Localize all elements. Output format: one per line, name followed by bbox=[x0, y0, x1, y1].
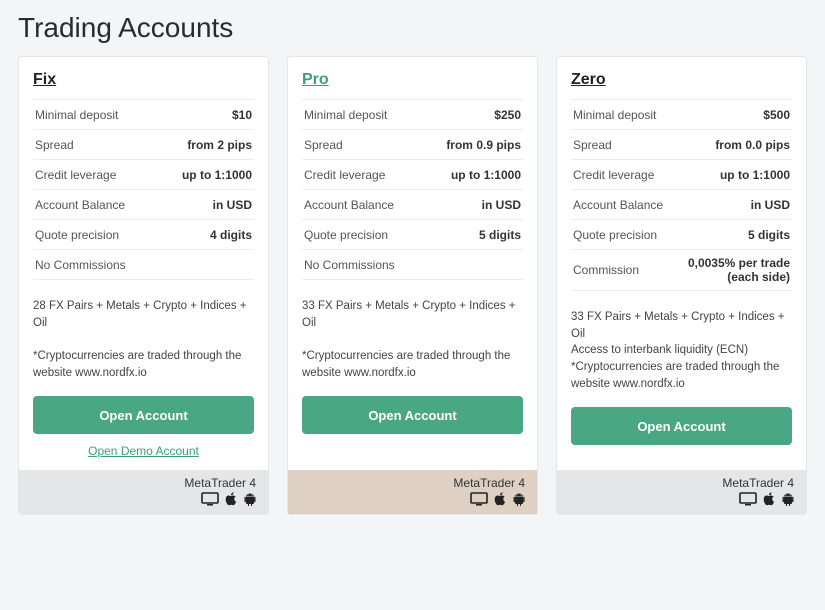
open-account-button[interactable]: Open Account bbox=[302, 396, 523, 434]
spec-label: Spread bbox=[35, 138, 74, 152]
spec-label: Minimal deposit bbox=[573, 108, 656, 122]
spec-row: Quote precision 5 digits bbox=[302, 220, 523, 250]
spec-label: Credit leverage bbox=[573, 168, 654, 182]
spec-row: Spread from 0.9 pips bbox=[302, 130, 523, 160]
desktop-icon bbox=[739, 492, 757, 506]
spec-value: $10 bbox=[232, 108, 252, 122]
spec-value: in USD bbox=[213, 198, 252, 212]
platform-icons bbox=[300, 492, 525, 506]
desktop-icon bbox=[201, 492, 219, 506]
spec-label: Quote precision bbox=[573, 228, 657, 242]
account-card-pro: Pro Minimal deposit $250 Spread from 0.9… bbox=[287, 56, 538, 515]
android-icon bbox=[782, 492, 794, 506]
spec-value: from 0.9 pips bbox=[446, 138, 521, 152]
spec-row: Minimal deposit $250 bbox=[302, 100, 523, 130]
spec-label: Minimal deposit bbox=[35, 108, 118, 122]
spec-row: No Commissions bbox=[302, 250, 523, 280]
spec-row: Credit leverage up to 1:1000 bbox=[302, 160, 523, 190]
card-footer: MetaTrader 4 bbox=[19, 470, 268, 514]
spec-row: Account Balance in USD bbox=[302, 190, 523, 220]
spec-label: No Commissions bbox=[304, 258, 395, 272]
spec-label: Account Balance bbox=[573, 198, 663, 212]
account-desc: 28 FX Pairs + Metals + Crypto + Indices … bbox=[33, 298, 254, 388]
spec-row: Quote precision 4 digits bbox=[33, 220, 254, 250]
apple-icon bbox=[225, 492, 238, 506]
account-desc: 33 FX Pairs + Metals + Crypto + Indices … bbox=[571, 309, 792, 399]
page-title: Trading Accounts bbox=[18, 12, 807, 44]
platform-label: MetaTrader 4 bbox=[300, 476, 525, 490]
spec-row: Credit leverage up to 1:1000 bbox=[33, 160, 254, 190]
spec-value: from 0.0 pips bbox=[715, 138, 790, 152]
spec-label: Quote precision bbox=[304, 228, 388, 242]
spec-label: Account Balance bbox=[35, 198, 125, 212]
spec-value: $250 bbox=[494, 108, 521, 122]
spec-row: Spread from 0.0 pips bbox=[571, 130, 792, 160]
platform-icons bbox=[31, 492, 256, 506]
account-title-pro[interactable]: Pro bbox=[302, 71, 523, 89]
spec-row: No Commissions bbox=[33, 250, 254, 280]
account-title-zero[interactable]: Zero bbox=[571, 71, 792, 89]
spec-label: No Commissions bbox=[35, 258, 126, 272]
apple-icon bbox=[494, 492, 507, 506]
spec-label: Minimal deposit bbox=[304, 108, 387, 122]
spec-label: Credit leverage bbox=[304, 168, 385, 182]
spec-row: Account Balance in USD bbox=[571, 190, 792, 220]
spec-value: 0,0035% per trade (each side) bbox=[671, 256, 790, 284]
card-footer: MetaTrader 4 bbox=[288, 470, 537, 514]
open-account-button[interactable]: Open Account bbox=[33, 396, 254, 434]
specs-pro: Minimal deposit $250 Spread from 0.9 pip… bbox=[302, 99, 523, 280]
spec-value: $500 bbox=[763, 108, 790, 122]
platform-label: MetaTrader 4 bbox=[31, 476, 256, 490]
spec-row: Spread from 2 pips bbox=[33, 130, 254, 160]
spec-label: Spread bbox=[573, 138, 612, 152]
account-card-fix: Fix Minimal deposit $10 Spread from 2 pi… bbox=[18, 56, 269, 515]
account-cards: Fix Minimal deposit $10 Spread from 2 pi… bbox=[18, 56, 807, 515]
spec-label: Spread bbox=[304, 138, 343, 152]
spec-label: Commission bbox=[573, 263, 639, 277]
spec-label: Quote precision bbox=[35, 228, 119, 242]
spec-row: Commission 0,0035% per trade (each side) bbox=[571, 250, 792, 291]
spec-row: Minimal deposit $500 bbox=[571, 100, 792, 130]
specs-zero: Minimal deposit $500 Spread from 0.0 pip… bbox=[571, 99, 792, 291]
spec-value: up to 1:1000 bbox=[451, 168, 521, 182]
spec-value: in USD bbox=[751, 198, 790, 212]
spec-label: Credit leverage bbox=[35, 168, 116, 182]
account-desc: 33 FX Pairs + Metals + Crypto + Indices … bbox=[302, 298, 523, 388]
spec-value: 4 digits bbox=[210, 228, 252, 242]
android-icon bbox=[513, 492, 525, 506]
spec-row: Account Balance in USD bbox=[33, 190, 254, 220]
platform-icons bbox=[569, 492, 794, 506]
spec-value: from 2 pips bbox=[187, 138, 252, 152]
platform-label: MetaTrader 4 bbox=[569, 476, 794, 490]
apple-icon bbox=[763, 492, 776, 506]
open-account-button[interactable]: Open Account bbox=[571, 407, 792, 445]
spec-value: up to 1:1000 bbox=[182, 168, 252, 182]
spec-label: Account Balance bbox=[304, 198, 394, 212]
spec-row: Minimal deposit $10 bbox=[33, 100, 254, 130]
specs-fix: Minimal deposit $10 Spread from 2 pips C… bbox=[33, 99, 254, 280]
spec-value: 5 digits bbox=[479, 228, 521, 242]
open-demo-link[interactable]: Open Demo Account bbox=[33, 444, 254, 458]
spec-row: Quote precision 5 digits bbox=[571, 220, 792, 250]
android-icon bbox=[244, 492, 256, 506]
spec-row: Credit leverage up to 1:1000 bbox=[571, 160, 792, 190]
spec-value: in USD bbox=[482, 198, 521, 212]
account-card-zero: Zero Minimal deposit $500 Spread from 0.… bbox=[556, 56, 807, 515]
spec-value: 5 digits bbox=[748, 228, 790, 242]
account-title-fix[interactable]: Fix bbox=[33, 71, 254, 89]
card-footer: MetaTrader 4 bbox=[557, 470, 806, 514]
spec-value: up to 1:1000 bbox=[720, 168, 790, 182]
desktop-icon bbox=[470, 492, 488, 506]
